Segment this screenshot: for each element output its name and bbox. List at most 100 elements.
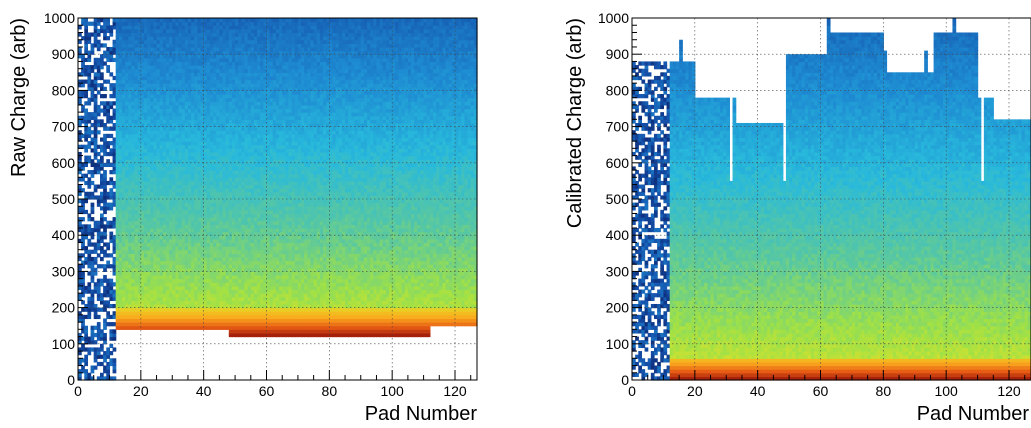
heatmap-cell — [100, 83, 104, 87]
heatmap-cell — [100, 344, 104, 348]
heatmap-cell — [109, 119, 113, 123]
heatmap-cell — [97, 112, 101, 116]
heatmap-cell — [109, 279, 113, 283]
heatmap-cell — [97, 152, 101, 156]
heatmap-cell — [81, 264, 85, 268]
heatmap-cell — [87, 54, 91, 58]
heatmap-cell — [97, 90, 101, 94]
heatmap-cell — [84, 235, 88, 239]
heatmap-cell — [91, 69, 95, 73]
heatmap-cell — [94, 358, 98, 362]
heatmap-cell — [84, 25, 88, 29]
heatmap-cell — [103, 275, 107, 279]
heatmap-cell — [94, 250, 98, 254]
heatmap-cell — [91, 174, 95, 178]
heatmap-cell — [100, 257, 104, 261]
heatmap-cell — [97, 47, 101, 51]
heatmap-cell — [78, 40, 82, 44]
heatmap-cell — [94, 134, 98, 138]
heatmap-cell — [87, 373, 91, 377]
heatmap-cell — [100, 329, 104, 333]
heatmap-cell — [78, 47, 82, 51]
heatmap-cell — [91, 369, 95, 373]
heatmap-cell — [100, 282, 104, 286]
heatmap-cell — [100, 373, 104, 377]
heatmap-cell — [91, 217, 95, 221]
heatmap-cell — [87, 253, 91, 257]
heatmap-cell — [103, 326, 107, 330]
heatmap-cell — [84, 109, 88, 113]
heatmap-cell — [91, 329, 95, 333]
heatmap-cell — [106, 366, 110, 370]
heatmap-cell — [84, 210, 88, 214]
heatmap-cell — [81, 177, 85, 181]
heatmap-cell — [84, 199, 88, 203]
heatmap-cell — [100, 166, 104, 170]
heatmap-cell — [94, 261, 98, 265]
heatmap-cell — [109, 72, 113, 76]
heatmap-cell — [84, 18, 88, 22]
heatmap-cell — [106, 112, 110, 116]
heatmap-cell — [100, 297, 104, 301]
heatmap-cell — [87, 72, 91, 76]
heatmap-cell — [87, 58, 91, 62]
heatmap-cell — [97, 130, 101, 134]
heatmap-cell — [109, 134, 113, 138]
heatmap-cell — [103, 177, 107, 181]
heatmap-cell — [91, 47, 95, 51]
heatmap-cell — [94, 141, 98, 145]
heatmap-cell — [106, 242, 110, 246]
heatmap-cell — [94, 311, 98, 315]
heatmap-cell — [84, 90, 88, 94]
heatmap-cell — [87, 40, 91, 44]
heatmap-cell — [109, 351, 113, 355]
heatmap-cell — [106, 300, 110, 304]
heatmap-cell — [103, 217, 107, 221]
heatmap-cell — [78, 221, 82, 225]
heatmap-cell — [103, 185, 107, 189]
heatmap-cell — [97, 228, 101, 232]
heatmap-cell — [91, 300, 95, 304]
heatmap-cell — [106, 145, 110, 149]
heatmap-cell — [97, 22, 101, 26]
heatmap-cell — [109, 54, 113, 58]
heatmap-cell — [109, 286, 113, 290]
heatmap-cell — [87, 185, 91, 189]
heatmap-cell — [87, 213, 91, 217]
heatmap-cell — [113, 333, 117, 337]
heatmap-cell — [94, 127, 98, 131]
heatmap-cell — [78, 98, 82, 102]
heatmap-cell — [78, 373, 82, 377]
heatmap-cell — [87, 282, 91, 286]
heatmap-cell — [103, 170, 107, 174]
heatmap-cell — [94, 98, 98, 102]
heatmap-cell — [94, 188, 98, 192]
heatmap-cell — [103, 358, 107, 362]
heatmap-cell — [97, 105, 101, 109]
heatmap-cell — [106, 311, 110, 315]
heatmap-cell — [97, 326, 101, 330]
heatmap-cell — [103, 337, 107, 341]
heatmap-cell — [84, 326, 88, 330]
heatmap-cell — [103, 199, 107, 203]
heatmap-cell — [106, 65, 110, 69]
heatmap-cell — [87, 224, 91, 228]
heatmap-cell — [84, 246, 88, 250]
heatmap-cell — [81, 366, 85, 370]
heatmap-cell — [94, 137, 98, 141]
heatmap-cell — [91, 275, 95, 279]
heatmap-cell — [106, 369, 110, 373]
heatmap-cell — [84, 47, 88, 51]
heatmap-cell — [94, 94, 98, 98]
heatmap-cell — [87, 315, 91, 319]
heatmap-cell — [109, 344, 113, 348]
heatmap-cell — [91, 235, 95, 239]
heatmap-cell — [109, 32, 113, 36]
heatmap-cell — [100, 213, 104, 217]
heatmap-cell — [100, 246, 104, 250]
heatmap-cell — [103, 308, 107, 312]
heatmap-cell — [94, 366, 98, 370]
raw-heatmap-cells — [78, 18, 478, 381]
heatmap-cell — [109, 206, 113, 210]
